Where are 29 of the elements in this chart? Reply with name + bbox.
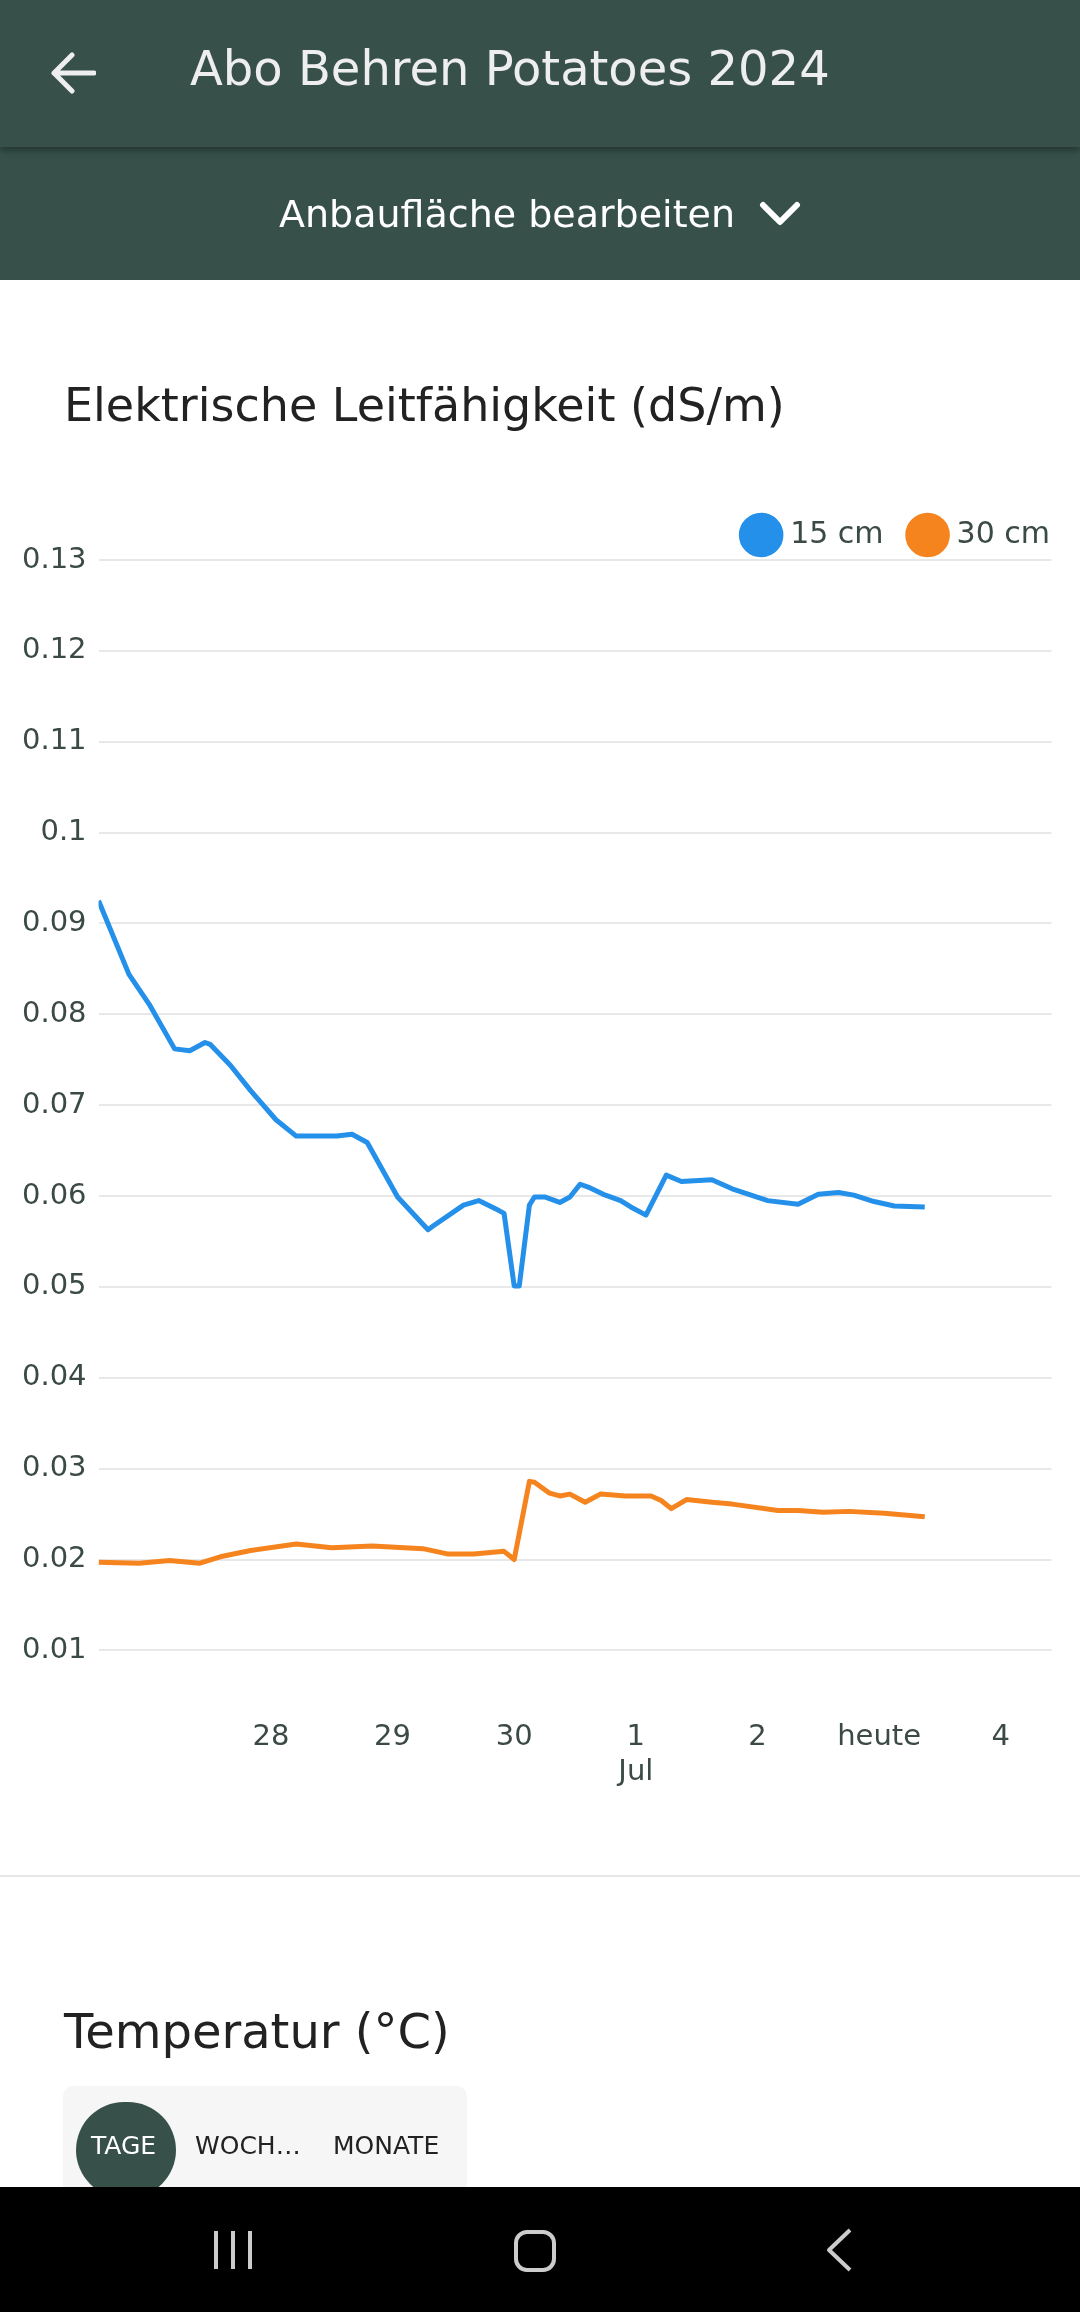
x-tick-label: 1 Jul [616, 1718, 654, 1788]
y-tick-label: 0.08 [21, 994, 87, 1029]
text: Temperatur (°C) [64, 2003, 450, 2059]
text: MONATE [333, 2131, 440, 2160]
chart-title: Elektrische Leitfähigkeit (dS/m) [64, 378, 785, 432]
y-tick-label: 0.09 [21, 904, 87, 938]
y-tick-label: 0.12 [21, 631, 87, 666]
y-tick-label: 0.04 [21, 1358, 87, 1393]
x-tick-label: heute [837, 1718, 922, 1753]
y-tick-label: 0.01 [21, 1630, 87, 1665]
text: Anbaufläche bearbeiten [278, 191, 736, 236]
y-tick-label: 0.05 [21, 1267, 87, 1302]
y-tick-label: 0.1 [40, 813, 87, 848]
y-tick-label: 0.11 [21, 722, 87, 757]
x-tick-label: 29 [374, 1718, 411, 1753]
x-tick-label: 4 [991, 1718, 1010, 1753]
y-tick-label: 0.02 [21, 1540, 87, 1575]
text: WOCH… [195, 2131, 301, 2160]
y-tick-label: 0.07 [21, 1085, 87, 1120]
x-tick-label: 28 [252, 1718, 290, 1753]
legend-label: 30 cm [956, 514, 1051, 550]
y-tick-label: 0.03 [21, 1449, 87, 1484]
y-tick-label: 0.06 [21, 1176, 87, 1211]
y-tick-label: 0.13 [21, 540, 87, 575]
x-tick-label: 30 [495, 1718, 533, 1753]
text: Abo Behren Potatoes 2024 [190, 40, 830, 96]
legend-label: 15 cm [790, 514, 884, 550]
x-tick-label: 2 [748, 1718, 767, 1753]
text: TAGE [91, 2131, 157, 2160]
